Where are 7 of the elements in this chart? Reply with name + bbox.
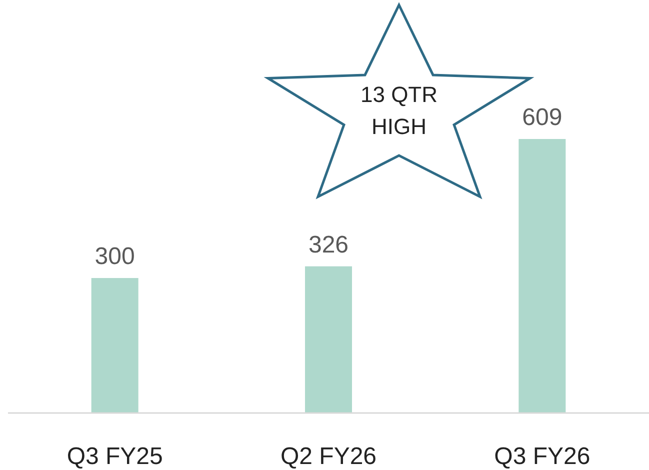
x-tick-label: Q2 FY26 [280, 443, 377, 470]
text: 13 QTR HIGH [360, 82, 438, 139]
x-tick-label: Q3 FY26 [494, 443, 590, 470]
data-label: 326 [308, 231, 349, 258]
x-tick-label: Q3 FY25 [66, 443, 163, 470]
data-label: 300 [94, 243, 135, 270]
data-label: 609 [522, 104, 562, 131]
